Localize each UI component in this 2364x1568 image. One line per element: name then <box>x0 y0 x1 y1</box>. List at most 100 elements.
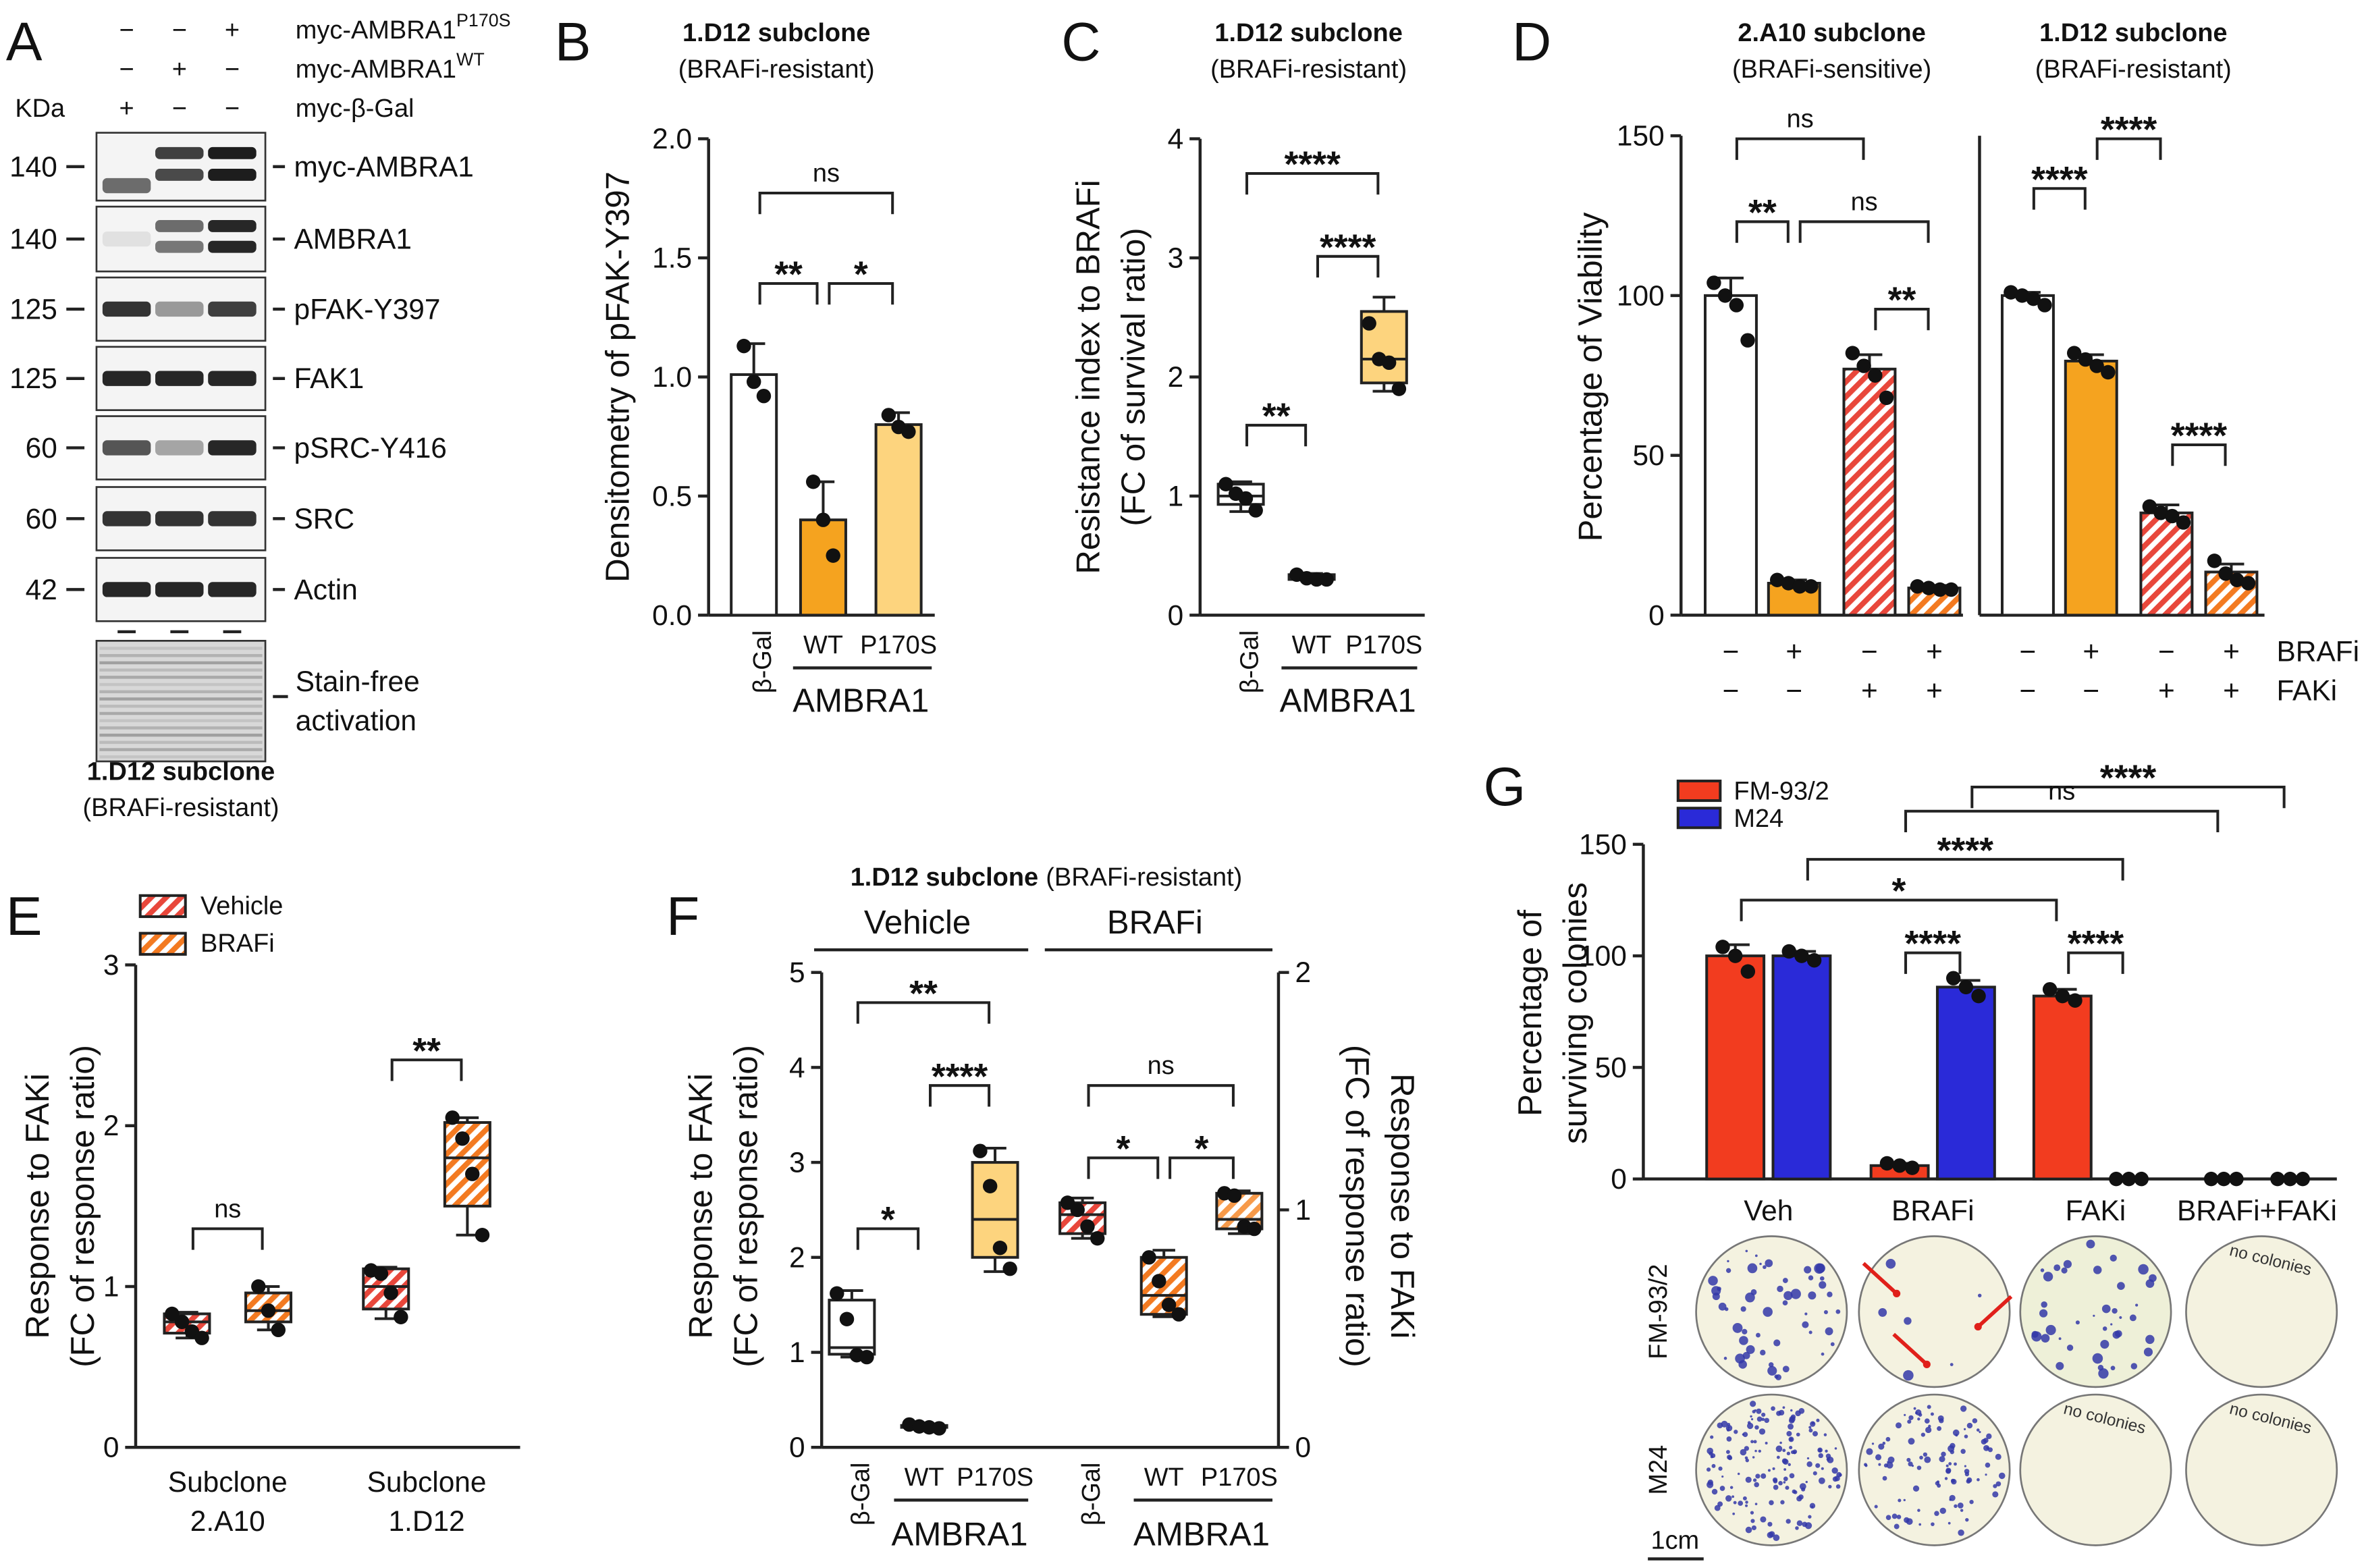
data-point <box>839 1312 855 1326</box>
y-tick-label: 0 <box>1648 599 1665 631</box>
data-point <box>932 1421 946 1436</box>
colony <box>1985 1462 1991 1468</box>
colony <box>1825 1327 1833 1336</box>
significance-label: **** <box>2100 758 2157 799</box>
colony <box>1930 1412 1934 1416</box>
condition-name: myc-β-Gal <box>296 94 414 123</box>
bar <box>1771 954 1832 1181</box>
colony <box>2058 1337 2062 1341</box>
colony <box>1977 1293 1982 1298</box>
x-tick-label: WT <box>905 1463 944 1492</box>
colony <box>2063 1260 2072 1268</box>
colony <box>1750 1440 1754 1444</box>
colony <box>1917 1509 1920 1512</box>
y-tick-label: 4 <box>789 1052 805 1083</box>
condition-mark: + <box>119 94 134 123</box>
colony <box>1976 1428 1980 1432</box>
data-point <box>1080 1219 1095 1234</box>
significance-label: **** <box>2031 159 2088 200</box>
colony <box>2101 1304 2111 1314</box>
y-axis-label: (FC of response ratio) <box>65 1045 101 1368</box>
plate <box>2019 1235 2172 1388</box>
data-point <box>2282 1171 2298 1187</box>
colony <box>1924 1418 1930 1424</box>
colony <box>1761 1473 1767 1479</box>
bar <box>1935 985 1996 1181</box>
data-point <box>1740 333 1755 348</box>
colony <box>1819 1276 1825 1281</box>
colony <box>2110 1254 2117 1262</box>
data-point <box>1090 1231 1105 1246</box>
y-tick-label: 50 <box>1595 1052 1627 1083</box>
colony <box>1828 1484 1832 1489</box>
y-tick-label: 0 <box>103 1432 119 1463</box>
significance-bracket <box>1970 785 2286 809</box>
significance-bracket <box>2032 187 2087 210</box>
stain-free-band <box>99 740 263 745</box>
significance-bracket <box>1087 1084 1235 1107</box>
colony <box>1718 1302 1727 1311</box>
colony <box>1764 1417 1769 1424</box>
stain-free-band <box>99 668 263 672</box>
data-point <box>251 1279 266 1294</box>
x-tick-label: P170S <box>1201 1463 1278 1492</box>
data-point <box>1879 390 1894 406</box>
data-point <box>982 1179 998 1193</box>
colony <box>1721 1475 1724 1478</box>
significance-label: ns <box>214 1195 241 1223</box>
chart-subtitle: (BRAFi-resistant) <box>1210 55 1407 84</box>
colony <box>1788 1463 1791 1466</box>
y-axis-label: Resistance index to BRAFi <box>1071 180 1107 574</box>
x-tick-label: Veh <box>1744 1195 1793 1226</box>
colony <box>1804 1522 1812 1530</box>
condition-mark: + <box>225 16 240 45</box>
y-tick-label: 0 <box>1295 1432 1312 1463</box>
condition-mark: + <box>2158 675 2175 707</box>
x-tick-label: β-Gal <box>1236 630 1264 694</box>
significance-bracket <box>191 1227 264 1250</box>
colony <box>1927 1405 1931 1409</box>
y-tick-label: 100 <box>1579 940 1627 972</box>
plate <box>2185 1393 2338 1546</box>
colony <box>1732 1512 1736 1515</box>
condition-mark: − <box>119 16 134 45</box>
blot-band <box>102 511 151 526</box>
colony <box>1802 1321 1809 1328</box>
colony <box>1773 1339 1781 1347</box>
blot-band <box>208 440 257 456</box>
colony <box>1760 1349 1766 1356</box>
arrow-head <box>1893 1289 1901 1297</box>
y-axis-label: surviving colonies <box>1557 882 1594 1144</box>
legend-label: Vehicle <box>200 892 283 920</box>
y-tick-label: 0.0 <box>652 599 692 631</box>
row-label: myc-AMBRA1 <box>294 151 474 182</box>
kda-label: 140 <box>9 151 57 182</box>
colony <box>1751 1525 1756 1531</box>
scale-label: 1cm <box>1650 1527 1699 1555</box>
significance-bracket <box>1316 254 1380 278</box>
condition-label: myc-AMBRA1WT <box>296 49 485 84</box>
colony <box>1923 1452 1928 1457</box>
colony <box>1777 1285 1783 1293</box>
data-point <box>2270 1171 2285 1187</box>
colony <box>1882 1476 1887 1481</box>
colony <box>1804 1266 1812 1274</box>
panel-letter: G <box>1484 757 1526 817</box>
data-point <box>881 408 896 423</box>
colony <box>1744 1456 1748 1460</box>
significance-label: ** <box>1262 396 1291 437</box>
data-point <box>1868 368 1883 383</box>
data-point <box>2295 1171 2310 1187</box>
data-point <box>2014 288 2030 303</box>
colony <box>1939 1507 1946 1514</box>
colony <box>1783 1468 1787 1471</box>
colony <box>1871 1442 1875 1445</box>
blot-band <box>208 146 257 159</box>
data-point <box>973 1143 988 1158</box>
x-tick-label: BRAFi <box>1891 1195 1975 1226</box>
condition-name: myc-AMBRA1 <box>296 55 456 84</box>
whisker <box>1372 296 1396 312</box>
significance-bracket <box>1735 137 1865 160</box>
whisker <box>984 1257 1006 1273</box>
colony <box>1918 1523 1922 1526</box>
